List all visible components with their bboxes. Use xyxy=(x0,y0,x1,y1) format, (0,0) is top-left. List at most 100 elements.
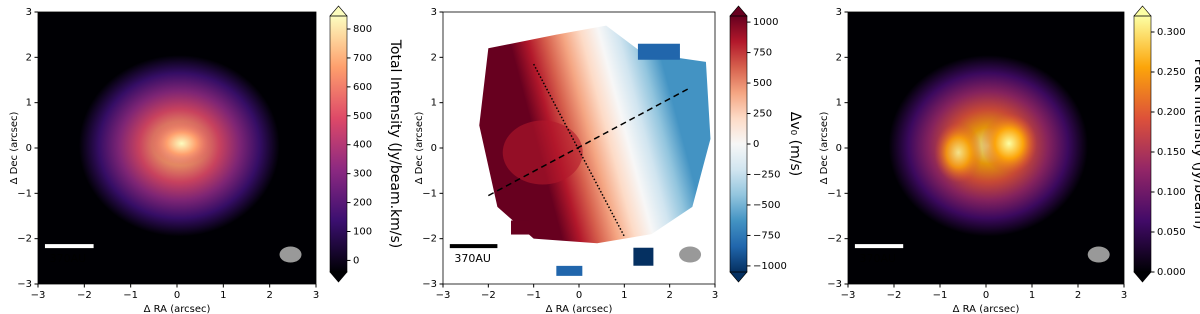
y-tick-label: 2 xyxy=(26,52,32,63)
x-tick-label: 0 xyxy=(174,290,180,301)
colorbar-tick-label: −1000 xyxy=(753,261,787,272)
x-tick-label: −3 xyxy=(841,290,856,301)
y-tick-label: −1 xyxy=(17,188,32,199)
x-tick-label: −1 xyxy=(123,290,138,301)
x-tick-label: −2 xyxy=(77,290,92,301)
colorbar-tick-label: 1000 xyxy=(753,17,778,28)
scale-bar xyxy=(449,244,498,249)
y-axis-label: Δ Dec (arcsec) xyxy=(819,112,830,185)
beam xyxy=(279,246,302,263)
y-tick-label: −2 xyxy=(827,234,842,245)
velocity-patch xyxy=(556,265,583,276)
y-tick-label: 1 xyxy=(26,98,32,109)
x-tick-label: 2 xyxy=(266,290,272,301)
colorbar-tick-label: 0.100 xyxy=(1157,187,1186,198)
colorbar-extend xyxy=(729,271,748,283)
x-tick-label: 0 xyxy=(576,290,582,301)
scale-bar xyxy=(854,244,904,249)
y-tick-label: 3 xyxy=(431,7,437,18)
colorbar-tick-label: 600 xyxy=(353,82,372,93)
colorbar-tick-label: 0 xyxy=(753,139,759,150)
colorbar-extend xyxy=(1133,271,1152,283)
x-tick-label: 2 xyxy=(666,290,672,301)
colorbar-tick-label: 0.200 xyxy=(1157,107,1186,118)
x-tick-label: 3 xyxy=(712,290,718,301)
y-tick-label: 3 xyxy=(836,7,842,18)
y-tick-label: 0 xyxy=(26,143,32,154)
colorbar-tick-label: 800 xyxy=(353,24,372,35)
minor-axis xyxy=(533,63,625,237)
y-tick-label: 1 xyxy=(431,98,437,109)
x-tick-label: 1 xyxy=(621,290,627,301)
x-tick-label: 3 xyxy=(313,290,319,301)
y-tick-label: −3 xyxy=(422,279,437,290)
beam xyxy=(679,246,702,263)
x-tick-label: −3 xyxy=(436,290,451,301)
colorbar-tick-label: −250 xyxy=(753,169,780,180)
colorbar-tick-label: 300 xyxy=(353,169,372,180)
image xyxy=(38,12,316,284)
y-tick-label: −2 xyxy=(17,234,32,245)
scale-bar-label: 370AU xyxy=(50,252,87,265)
colorbar-label: Δv₀ (m/s) xyxy=(787,112,803,177)
y-tick-label: 2 xyxy=(431,52,437,63)
colorbar-label: Total Intensity (Jy/beam.km/s) xyxy=(387,39,403,249)
y-tick-label: −1 xyxy=(422,188,437,199)
panel: 370AU −3 −2 −1 0 1 2 3 −3 −2 −1 0 1 2 3 Δ RA (arcsec) Δ … xyxy=(414,5,803,314)
x-tick-label: −1 xyxy=(526,290,541,301)
colorbar-tick-label: 700 xyxy=(353,53,372,64)
y-tick-label: 2 xyxy=(836,52,842,63)
colorbar-extend xyxy=(729,5,748,17)
colorbar-tick-label: 250 xyxy=(753,109,772,120)
x-tick-label: 3 xyxy=(1121,290,1127,301)
y-tick-label: −3 xyxy=(827,279,842,290)
velocity-patch xyxy=(637,43,680,60)
image xyxy=(848,12,1124,284)
colorbar-tick-label: 0.250 xyxy=(1157,67,1186,78)
y-tick-label: −1 xyxy=(827,188,842,199)
x-tick-label: 1 xyxy=(1029,290,1035,301)
colorbar-tick-label: 200 xyxy=(353,198,372,209)
y-tick-label: 0 xyxy=(431,143,437,154)
colorbar xyxy=(1134,16,1151,272)
colorbar-extend xyxy=(329,271,348,283)
y-axis-label: Δ Dec (arcsec) xyxy=(414,112,425,185)
major-axis xyxy=(487,88,689,197)
velocity-patch xyxy=(633,247,654,266)
x-tick-label: −1 xyxy=(933,290,948,301)
colorbar-tick-label: 500 xyxy=(353,111,372,122)
colorbar xyxy=(330,16,347,272)
scale-bar-label: 370AU xyxy=(860,252,897,265)
x-tick-label: 0 xyxy=(983,290,989,301)
x-tick-label: −3 xyxy=(31,290,46,301)
y-tick-label: −2 xyxy=(422,234,437,245)
colorbar-tick-label: 0.000 xyxy=(1157,267,1186,278)
colorbar-tick-label: 750 xyxy=(753,48,772,59)
x-axis-label: Δ RA (arcsec) xyxy=(546,304,613,314)
colorbar xyxy=(730,16,747,272)
colorbar-tick-label: 100 xyxy=(353,227,372,238)
x-tick-label: −2 xyxy=(887,290,902,301)
colorbar-tick-label: 0.300 xyxy=(1157,27,1186,38)
colorbar-tick-label: 400 xyxy=(353,140,372,151)
y-axis-label: Δ Dec (arcsec) xyxy=(9,112,20,185)
x-tick-label: 1 xyxy=(220,290,226,301)
x-axis-label: Δ RA (arcsec) xyxy=(953,304,1020,314)
velocity-peak xyxy=(502,120,583,185)
y-tick-label: 3 xyxy=(26,7,32,18)
image xyxy=(479,25,711,276)
colorbar-tick-label: 0.050 xyxy=(1157,227,1186,238)
colorbar-extend xyxy=(329,5,348,17)
colorbar-tick-label: 0 xyxy=(353,255,359,266)
colorbar-tick-label: 0.150 xyxy=(1157,147,1186,158)
panel: 370AU −3 −2 −1 0 1 2 3 −3 −2 −1 0 1 2 3 Δ RA (arcsec) Δ … xyxy=(819,5,1200,314)
x-tick-label: 2 xyxy=(1075,290,1081,301)
velocity-patch xyxy=(511,220,529,235)
colorbar-extend xyxy=(1133,5,1152,17)
colorbar-tick-label: 500 xyxy=(753,78,772,89)
y-tick-label: 1 xyxy=(836,98,842,109)
emission-peak xyxy=(981,113,1037,174)
velocity-field xyxy=(479,25,711,244)
y-tick-label: −3 xyxy=(17,279,32,290)
